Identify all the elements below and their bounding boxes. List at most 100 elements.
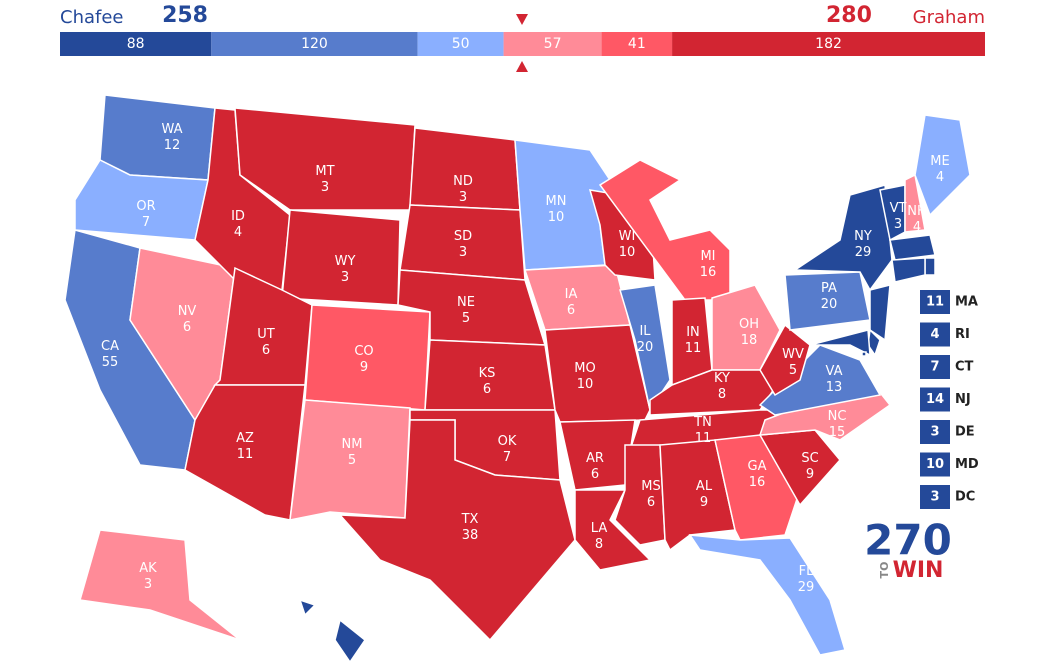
state-ev: 11 xyxy=(237,447,254,462)
state-abbr: ID xyxy=(231,209,245,224)
state-ev: 55 xyxy=(102,355,119,370)
bar-segment xyxy=(60,32,212,56)
state-abbr: AZ xyxy=(236,431,254,446)
state-shape xyxy=(914,114,971,217)
state-abbr: WI xyxy=(619,229,636,244)
state-abbr: TX xyxy=(461,512,479,527)
state-abbr: VT xyxy=(890,201,907,216)
callout-ev: 14 xyxy=(926,392,944,407)
segment-label: 182 xyxy=(815,36,842,52)
callout-abbr: MD xyxy=(955,457,979,472)
state-ev: 3 xyxy=(321,180,329,195)
state-shape xyxy=(334,618,367,664)
bar-segment xyxy=(672,32,985,56)
marker-top xyxy=(516,14,528,25)
state-shape xyxy=(289,399,411,521)
state-abbr: FL xyxy=(799,564,814,579)
state-abbr: IL xyxy=(639,324,651,339)
state-abbr: MO xyxy=(574,361,595,376)
callout-abbr: MA xyxy=(955,295,978,310)
state-abbr: WA xyxy=(161,122,182,137)
state-ev: 3 xyxy=(894,217,902,232)
state-abbr: MI xyxy=(700,249,715,264)
bar-segment xyxy=(417,32,504,56)
state-shape xyxy=(298,598,317,617)
state-ev: 20 xyxy=(637,340,654,355)
state-ev: 5 xyxy=(348,453,356,468)
state-abbr: TN xyxy=(693,415,712,430)
state-ev: 3 xyxy=(459,245,467,260)
state-ev: 18 xyxy=(741,333,758,348)
state-abbr: HI xyxy=(314,634,328,649)
state-abbr: NC xyxy=(828,409,847,424)
state-ev: 13 xyxy=(826,380,843,395)
state-abbr: OR xyxy=(136,199,155,214)
state-ev: 3 xyxy=(144,577,152,592)
state-shape xyxy=(598,159,731,301)
left-candidate: Chafee xyxy=(60,7,124,28)
state-ev: 3 xyxy=(341,270,349,285)
callout-ev: 7 xyxy=(930,360,939,375)
state-ev: 5 xyxy=(462,311,470,326)
state-ev: 4 xyxy=(936,170,944,185)
state-shape xyxy=(338,419,576,642)
bar-segment xyxy=(601,32,673,56)
state-ev: 8 xyxy=(595,537,603,552)
callout-abbr: CT xyxy=(955,360,974,375)
state-abbr: MN xyxy=(546,194,567,209)
left-total: 258 xyxy=(162,3,208,28)
state-ev: 15 xyxy=(829,425,846,440)
state-abbr: KY xyxy=(714,371,730,386)
state-shape xyxy=(79,529,241,641)
callout-ev: 3 xyxy=(930,425,939,440)
state-abbr: AL xyxy=(696,479,713,494)
state-shape xyxy=(99,94,216,181)
state-abbr: NH xyxy=(907,204,927,219)
state-ev: 6 xyxy=(647,495,655,510)
callout-box xyxy=(920,452,950,477)
state-ev: 4 xyxy=(913,220,921,235)
callout-box xyxy=(920,485,950,509)
state-ev: 10 xyxy=(577,377,594,392)
state-ev: 3 xyxy=(459,190,467,205)
callout-box xyxy=(920,420,950,444)
segment-label: 41 xyxy=(628,36,646,52)
map xyxy=(64,94,971,664)
state-shape xyxy=(758,344,882,416)
state-abbr: ME xyxy=(930,154,949,169)
callout-ev: 11 xyxy=(926,295,944,310)
state-abbr: CO xyxy=(354,344,373,359)
state-ev: 7 xyxy=(142,215,150,230)
state-abbr: AR xyxy=(586,451,604,466)
state-ev: 10 xyxy=(619,245,636,260)
state-ev: 6 xyxy=(567,303,575,318)
state-ev: 38 xyxy=(462,528,479,543)
state-ev: 6 xyxy=(483,382,491,397)
state-ev: 10 xyxy=(548,210,565,225)
state-shape xyxy=(688,534,846,656)
state-abbr: LA xyxy=(591,521,608,536)
state-shape xyxy=(869,284,891,342)
state-abbr: OK xyxy=(498,434,517,449)
right-candidate: Graham xyxy=(913,7,985,28)
state-ev: 6 xyxy=(183,320,191,335)
state-abbr: VA xyxy=(826,364,843,379)
logo-small: TO xyxy=(878,562,891,579)
state-abbr: NY xyxy=(854,229,872,244)
logo: 270 TO WIN xyxy=(864,516,952,584)
state-ev: 20 xyxy=(821,297,838,312)
labels: WA12OR7CA55NV6ID4MT3WY3UT6AZ11CO9NM5ND3S… xyxy=(101,122,979,665)
callout-ev: 3 xyxy=(930,490,939,505)
state-abbr: NE xyxy=(457,295,475,310)
state-shape xyxy=(889,234,936,261)
state-ev: 9 xyxy=(700,495,708,510)
callout-abbr: RI xyxy=(955,327,970,342)
callout-box xyxy=(920,322,950,347)
segment-label: 120 xyxy=(301,36,328,52)
state-abbr: IA xyxy=(565,287,578,302)
state-ev: 4 xyxy=(234,225,242,240)
state-ev: 16 xyxy=(700,265,717,280)
bar-segment xyxy=(211,32,418,56)
state-shape xyxy=(759,323,811,397)
state-abbr: AK xyxy=(139,561,157,576)
